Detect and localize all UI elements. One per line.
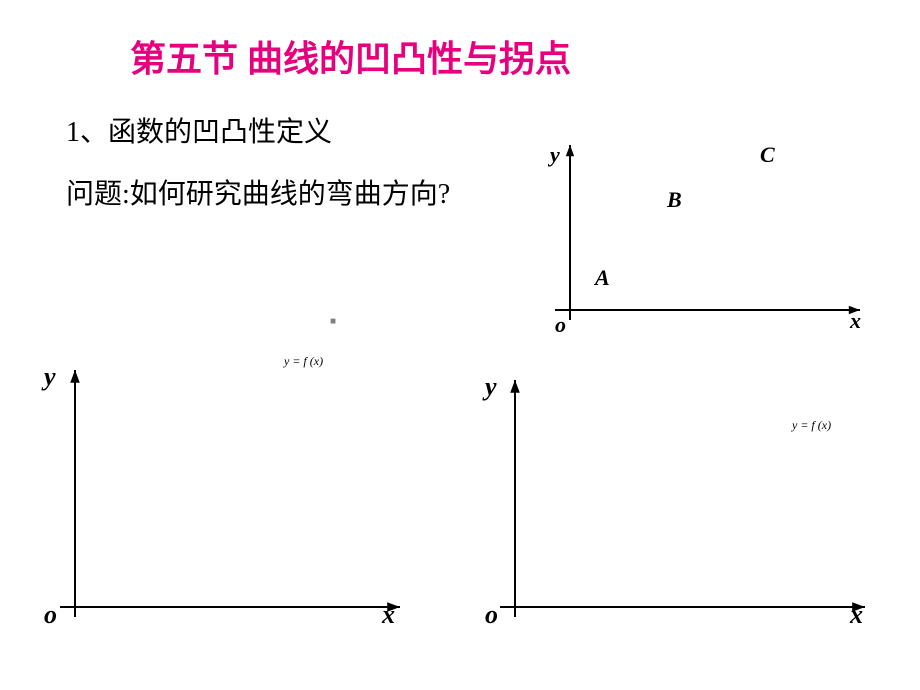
top-x-axis-label: x <box>850 308 861 334</box>
left-fn-label: y = f (x) <box>284 354 323 369</box>
left-x-axis-label: x <box>382 600 395 630</box>
point-b-label: B <box>667 187 682 213</box>
right-y-axis-label: y <box>485 372 497 402</box>
right-graph <box>485 372 875 622</box>
section-subtitle: 1、函数的凹凸性定义 <box>66 110 332 150</box>
page-mark: ■ <box>330 316 336 327</box>
top-origin-label: o <box>555 312 566 338</box>
right-origin-label: o <box>485 600 498 630</box>
top-y-axis-label: y <box>550 142 560 168</box>
left-origin-label: o <box>44 600 57 630</box>
left-y-axis-label: y <box>44 362 56 392</box>
right-x-axis-label: x <box>850 600 863 630</box>
question-text: 问题:如何研究曲线的弯曲方向? <box>66 172 450 212</box>
page-title: 第五节 曲线的凹凸性与拐点 <box>130 30 571 82</box>
point-c-label: C <box>760 142 775 168</box>
point-a-label: A <box>595 265 610 291</box>
right-fn-label: y = f (x) <box>792 418 831 433</box>
top-graph <box>540 140 870 325</box>
left-graph <box>45 362 410 622</box>
